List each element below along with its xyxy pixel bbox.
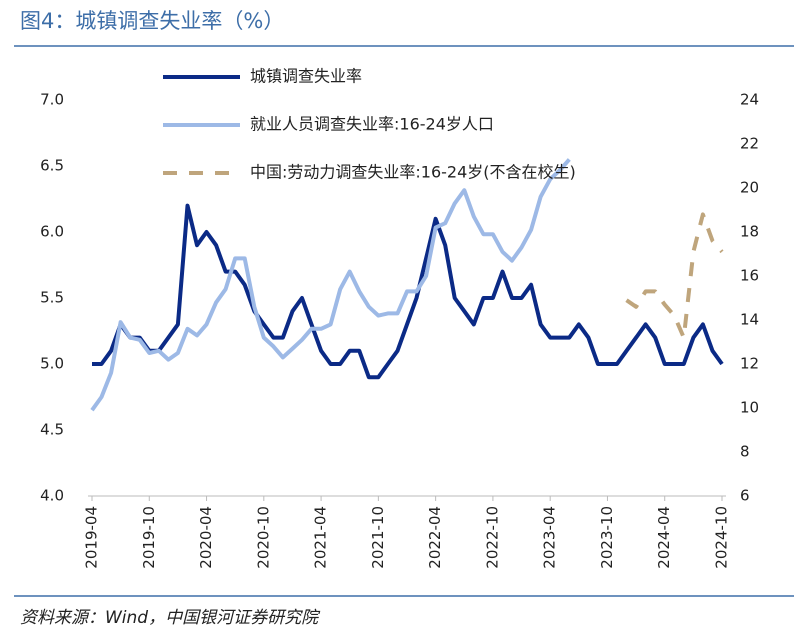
y-tick-label: 4.0	[40, 487, 64, 505]
y-tick-label: 4.5	[40, 421, 64, 439]
y2-tick-label: 16	[740, 267, 759, 285]
y-tick-label: 7.0	[40, 91, 64, 109]
x-tick-label: 2024-10	[713, 506, 731, 569]
series-line	[92, 203, 724, 380]
x-tick-label: 2022-04	[426, 506, 444, 569]
x-tick-label: 2021-04	[312, 506, 330, 569]
x-tick-label: 2020-04	[197, 506, 215, 569]
x-tick-label: 2024-04	[655, 506, 673, 569]
y2-tick-label: 10	[740, 399, 759, 417]
y2-tick-label: 14	[740, 311, 759, 329]
y2-tick-label: 18	[740, 223, 759, 241]
y-tick-label: 5.5	[40, 289, 64, 307]
x-tick-label: 2019-04	[83, 506, 101, 569]
x-tick-label: 2022-10	[483, 506, 501, 569]
chart-title: 图4：城镇调查失业率（%）	[20, 9, 284, 33]
y2-tick-label: 12	[740, 355, 759, 373]
legend-label: 就业人员调查失业率:16-24岁人口	[250, 115, 494, 134]
series-line	[625, 212, 724, 340]
y2-tick-label: 22	[740, 135, 759, 153]
source: 资料来源：Wind，中国银河证券研究院	[20, 608, 321, 628]
y2-tick-label: 6	[740, 487, 750, 505]
legend-label: 城镇调查失业率	[250, 67, 362, 86]
x-tick-label: 2023-04	[541, 506, 559, 569]
y-tick-label: 5.0	[40, 355, 64, 373]
x-tick-label: 2021-10	[369, 506, 387, 569]
y2-tick-label: 8	[740, 443, 750, 461]
x-tick-label: 2023-10	[598, 506, 616, 569]
y2-tick-label: 24	[740, 91, 759, 109]
series-line	[90, 158, 571, 412]
plot-area	[90, 158, 724, 412]
x-tick-label: 2020-10	[254, 506, 272, 569]
legend-label: 中国:劳动力调查失业率:16-24岁(不含在校生)	[250, 163, 576, 182]
y-tick-label: 6.0	[40, 223, 64, 241]
x-tick-label: 2019-10	[140, 506, 158, 569]
y-tick-label: 6.5	[40, 157, 64, 175]
y2-tick-label: 20	[740, 179, 759, 197]
